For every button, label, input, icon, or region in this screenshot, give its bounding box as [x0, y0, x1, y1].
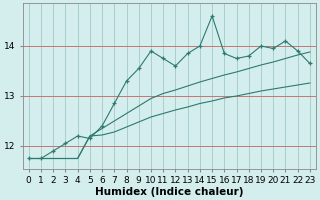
X-axis label: Humidex (Indice chaleur): Humidex (Indice chaleur): [95, 187, 244, 197]
